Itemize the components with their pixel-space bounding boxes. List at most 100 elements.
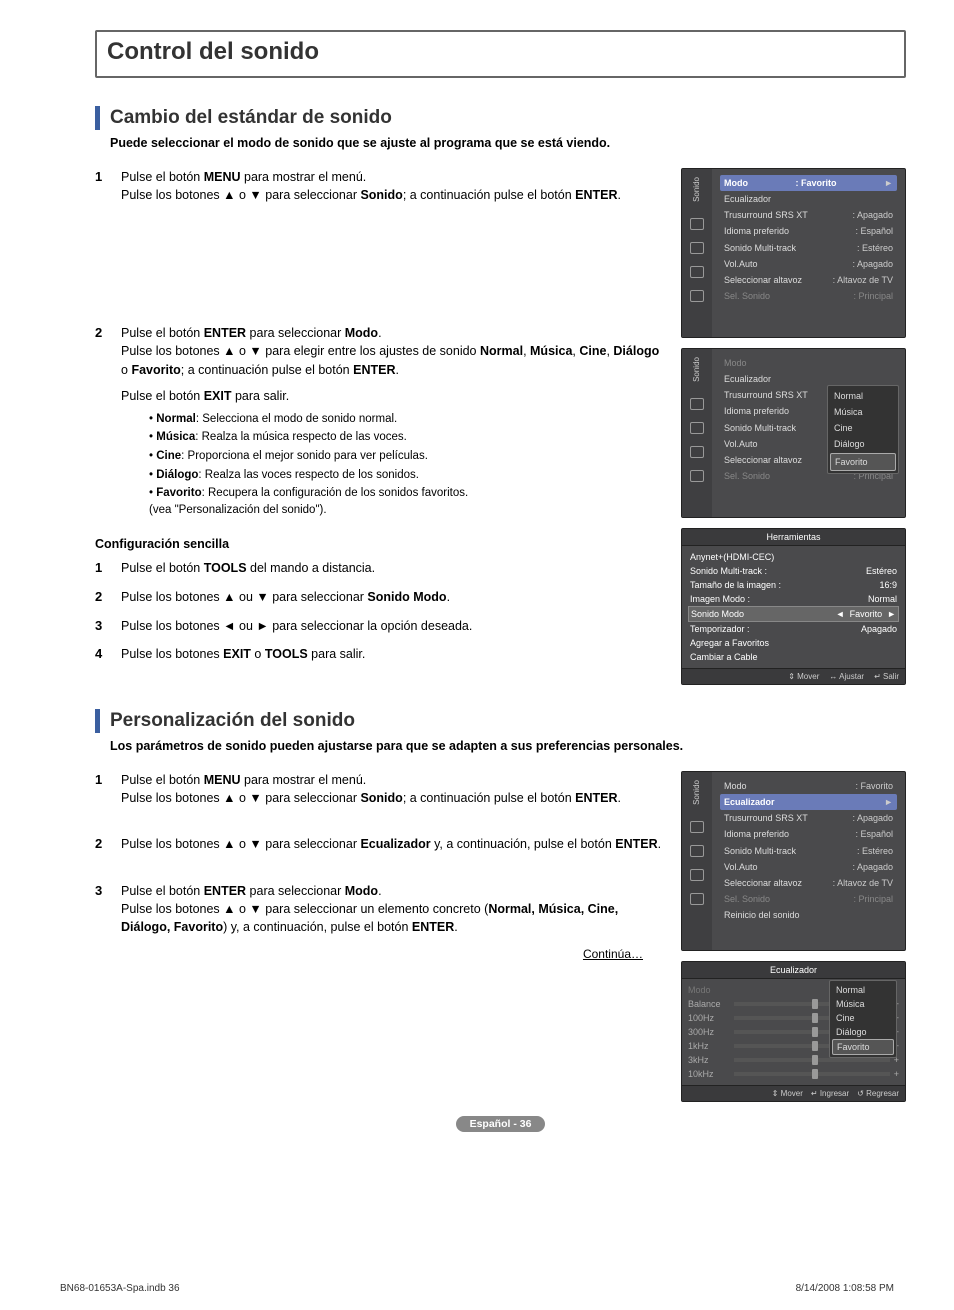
osd-popup: NormalMúsicaCineDiálogoFavorito [827, 385, 899, 474]
osd-side-label: Sonido [692, 357, 703, 382]
osd-row: Ecualizador [720, 191, 897, 207]
osd-row: Idioma preferido: Español [720, 223, 897, 239]
osd-row: Sonido Multi-track: Estéreo [720, 843, 897, 859]
equalizer-popup: NormalMúsicaCineDiálogoFavorito [829, 980, 897, 1058]
section-header: Cambio del estándar de sonido [95, 106, 906, 130]
osd-row: Modo [720, 355, 897, 371]
section-bar-icon [95, 709, 100, 733]
mode-list: Normal: Selecciona el modo de sonido nor… [149, 411, 663, 519]
popup-item: Normal [830, 388, 896, 404]
step: 4 Pulse los botones EXIT o TOOLS para sa… [95, 645, 663, 664]
osd-row: Trusurround SRS XT: Apagado [720, 207, 897, 223]
osd-icon [690, 398, 704, 410]
step-number: 3 [95, 617, 121, 636]
step-body: Pulse el botón MENU para mostrar el menú… [121, 168, 663, 204]
osd-row: Modo: Favorito► [720, 175, 897, 191]
popup-item: Favorito [830, 453, 896, 471]
osd-row: Sel. Sonido: Principal [720, 288, 897, 304]
popup-item: Normal [832, 983, 894, 997]
osd-row: Modo: Favorito [720, 778, 897, 794]
osd-icon [690, 290, 704, 302]
osd-menu-sound-mode-select: Sonido ModoEcualizadorTrusurround SRS XT… [681, 348, 906, 518]
chapter-title: Control del sonido [97, 32, 904, 72]
popup-item: Cine [832, 1011, 894, 1025]
easy-setup-heading: Configuración sencilla [95, 535, 663, 553]
step-number: 2 [95, 835, 121, 854]
tools-row: Temporizador :Apagado [688, 622, 899, 636]
osd-row: Seleccionar altavoz: Altavoz de TV [720, 875, 897, 891]
osd-row: Idioma preferido: Español [720, 826, 897, 842]
popup-item: Diálogo [830, 436, 896, 452]
osd-column: Sonido Modo: FavoritoEcualizador►Trusurr… [681, 771, 906, 1102]
tools-row: Agregar a Favoritos [688, 636, 899, 650]
step: 1 Pulse el botón MENU para mostrar el me… [95, 771, 663, 807]
step-number: 1 [95, 771, 121, 807]
step: 3 Pulse los botones ◄ ou ► para seleccio… [95, 617, 663, 636]
section-title: Cambio del estándar de sonido [110, 107, 392, 129]
page-pill-wrap: Español - 36 [95, 1114, 906, 1132]
footer-right: 8/14/2008 1:08:58 PM [796, 1283, 894, 1294]
section-title: Personalización del sonido [110, 710, 355, 732]
step: 2 Pulse los botones ▲ ou ▼ para seleccio… [95, 588, 663, 607]
tools-row: Anynet+(HDMI-CEC) [688, 550, 899, 564]
osd-side-label: Sonido [692, 780, 703, 805]
popup-item: Favorito [832, 1039, 894, 1055]
osd-icon [690, 821, 704, 833]
step-number: 2 [95, 324, 121, 525]
page-pill: Español - 36 [456, 1116, 546, 1132]
chapter-header-box: Control del sonido [95, 30, 906, 78]
osd-row: Seleccionar altavoz: Altavoz de TV [720, 272, 897, 288]
equalizer-title: Ecualizador [682, 962, 905, 979]
step: 1 Pulse el botón MENU para mostrar el me… [95, 168, 663, 204]
osd-row: Vol.Auto: Apagado [720, 256, 897, 272]
step: 2 Pulse los botones ▲ o ▼ para seleccion… [95, 835, 663, 854]
osd-icon [690, 422, 704, 434]
equalizer-panel: Ecualizador ModoBalance+100Hz+300Hz+1kHz… [681, 961, 906, 1102]
equalizer-footer: ⇕ Mover↵ Ingresar↺ Regresar [682, 1085, 905, 1101]
tools-row: Tamaño de la imagen :16:9 [688, 578, 899, 592]
osd-column: Sonido Modo: Favorito►EcualizadorTrusurr… [681, 168, 906, 685]
osd-icon [690, 845, 704, 857]
eq-row: 10kHz+ [688, 1067, 899, 1081]
section-intro: Los parámetros de sonido pueden ajustars… [110, 739, 906, 753]
tools-row: Sonido Modo◄ Favorito ► [688, 606, 899, 622]
step-number: 3 [95, 882, 121, 936]
osd-row: Sel. Sonido: Principal [720, 891, 897, 907]
section-intro: Puede seleccionar el modo de sonido que … [110, 136, 906, 150]
step: 3 Pulse el botón ENTER para seleccionar … [95, 882, 663, 936]
osd-row: Sonido Multi-track: Estéreo [720, 240, 897, 256]
osd-row: Vol.Auto: Apagado [720, 859, 897, 875]
footer-left: BN68-01653A-Spa.indb 36 [60, 1283, 180, 1294]
osd-icon [690, 446, 704, 458]
step-number: 1 [95, 168, 121, 204]
step-number: 2 [95, 588, 121, 607]
tools-title: Herramientas [682, 529, 905, 546]
osd-icon [690, 266, 704, 278]
page: Control del sonido Cambio del estándar d… [0, 0, 954, 1310]
osd-menu-sound-mode: Sonido Modo: Favorito►EcualizadorTrusurr… [681, 168, 906, 338]
osd-menu-equalizer: Sonido Modo: FavoritoEcualizador►Trusurr… [681, 771, 906, 951]
tools-row: Sonido Multi-track :Estéreo [688, 564, 899, 578]
step-body: Pulse el botón ENTER para seleccionar Mo… [121, 324, 663, 525]
tools-footer: ⇕ Mover↔ Ajustar↵ Salir [682, 668, 905, 684]
popup-item: Diálogo [832, 1025, 894, 1039]
osd-row: Trusurround SRS XT: Apagado [720, 810, 897, 826]
osd-icon [690, 869, 704, 881]
osd-side-label: Sonido [692, 177, 703, 202]
popup-item: Cine [830, 420, 896, 436]
osd-row: Reinicio del sonido [720, 907, 897, 923]
continue-link: Continúa… [95, 946, 643, 963]
osd-icon [690, 242, 704, 254]
step: 1 Pulse el botón TOOLS del mando a dista… [95, 559, 663, 578]
osd-icon [690, 218, 704, 230]
popup-item: Música [832, 997, 894, 1011]
osd-icon [690, 470, 704, 482]
tools-row: Imagen Modo :Normal [688, 592, 899, 606]
step-number: 1 [95, 559, 121, 578]
instructions-column: 1 Pulse el botón MENU para mostrar el me… [95, 168, 663, 685]
osd-row: Ecualizador► [720, 794, 897, 810]
page-footer: BN68-01653A-Spa.indb 36 8/14/2008 1:08:5… [60, 1283, 894, 1294]
step-number: 4 [95, 645, 121, 664]
section-bar-icon [95, 106, 100, 130]
section-header: Personalización del sonido [95, 709, 906, 733]
